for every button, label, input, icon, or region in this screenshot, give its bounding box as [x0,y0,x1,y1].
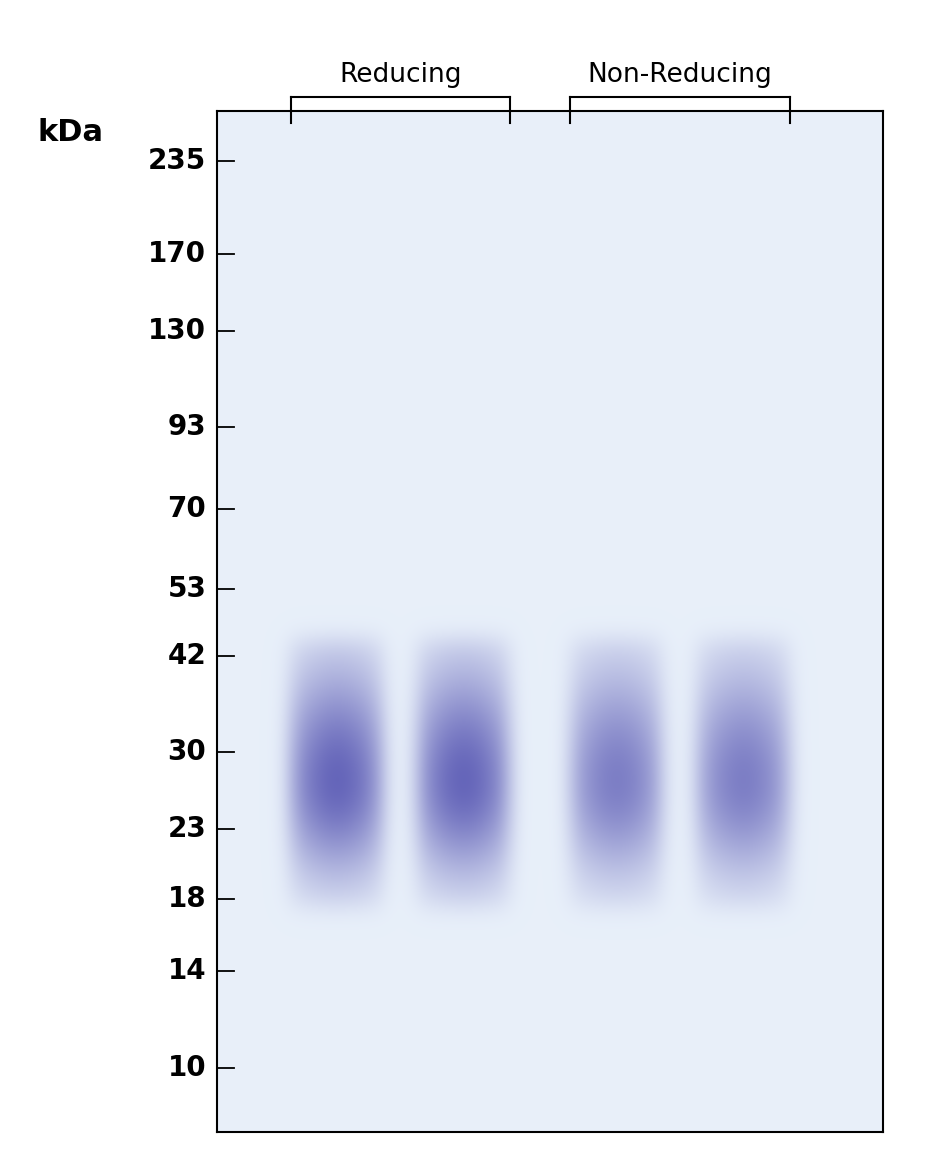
Text: kDa: kDa [37,118,103,147]
Text: 170: 170 [148,240,206,268]
Text: 235: 235 [148,147,206,175]
Text: 18: 18 [167,885,206,913]
Text: 10: 10 [167,1054,206,1082]
Text: 30: 30 [167,739,206,767]
Text: 93: 93 [167,413,206,441]
Text: 42: 42 [167,642,206,670]
Text: 53: 53 [167,575,206,603]
Text: 70: 70 [167,495,206,523]
Text: 23: 23 [167,815,206,843]
Text: Reducing: Reducing [339,62,462,88]
Text: 130: 130 [148,317,206,345]
Text: Non-Reducing: Non-Reducing [588,62,772,88]
Text: 14: 14 [167,957,206,985]
